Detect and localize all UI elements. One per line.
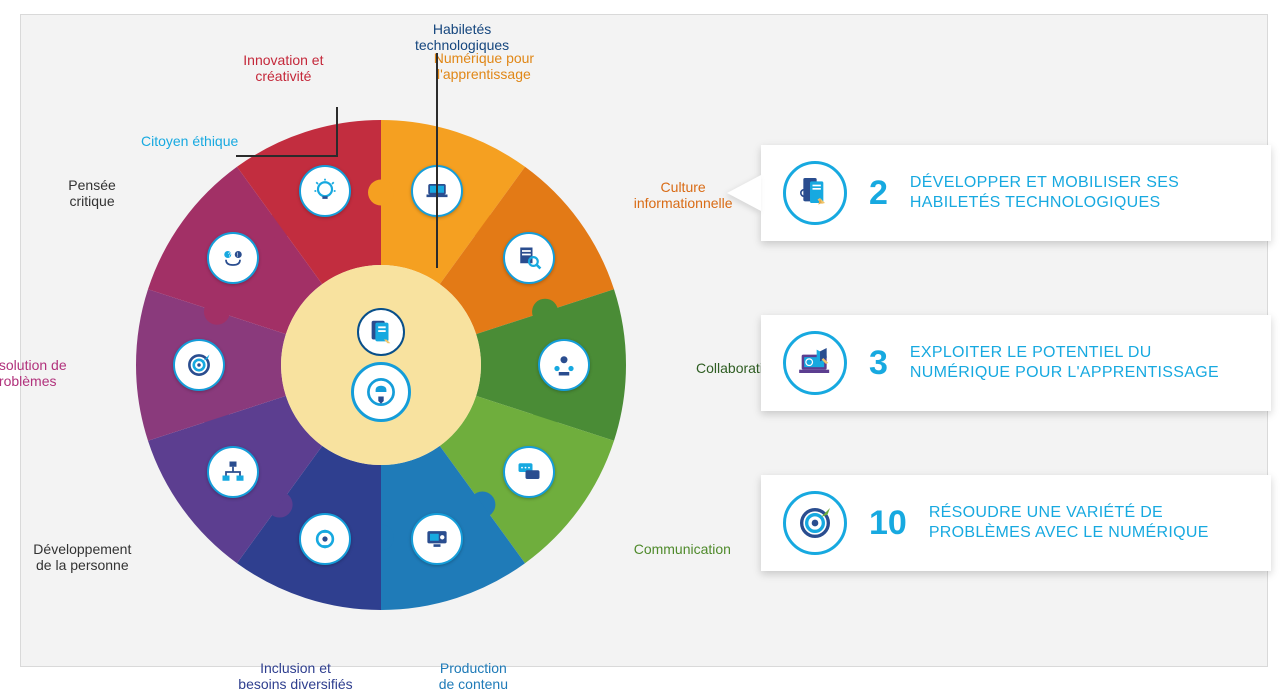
competency-card-10[interactable]: 10 RÉSOUDRE UNE VARIÉTÉ DE PROBLÈMES AVEC… [761, 475, 1271, 571]
callout-line-citoyen-h [236, 155, 338, 157]
center-collaboration-icon [351, 362, 411, 422]
card-icon [783, 161, 847, 225]
card-icon [783, 331, 847, 395]
card-title: EXPLOITER LE POTENTIEL DU NUMÉRIQUE POUR… [910, 343, 1243, 383]
competency-wheel: ?! Numérique pour l'apprentissageCulture… [136, 120, 626, 610]
card-icon [783, 491, 847, 555]
segment-icon-innovation [299, 165, 351, 217]
card-number: 10 [869, 504, 907, 543]
label-citoyen: Citoyen éthique [141, 133, 238, 149]
puzzle-knob [368, 180, 394, 206]
callout-line-citoyen-v [336, 107, 338, 155]
segment-icon-pensee: ?! [207, 232, 259, 284]
card-title: RÉSOUDRE UNE VARIÉTÉ DE PROBLÈMES AVEC L… [929, 503, 1243, 543]
segment-icon-inclusion [299, 513, 351, 565]
segment-label-production: Production de contenu [439, 660, 508, 692]
segment-icon-communication [503, 446, 555, 498]
card-pointer [727, 175, 761, 211]
callout-line-habiletes-v [436, 53, 438, 268]
competency-card-3[interactable]: 3 EXPLOITER LE POTENTIEL DU NUMÉRIQUE POU… [761, 315, 1271, 411]
svg-text:?: ? [228, 252, 232, 259]
segment-icon-culture [503, 232, 555, 284]
background-panel: ?! Numérique pour l'apprentissage Culture… [20, 14, 1268, 667]
segment-icon-production [411, 513, 463, 565]
segment-label-resolution: Résolution de problèmes [0, 357, 67, 389]
segment-label-numerique: Numérique pour l'apprentissage [434, 50, 534, 82]
competency-card-2[interactable]: 2 DÉVELOPPER ET MOBILISER SES HABILETÉS T… [761, 145, 1271, 241]
segment-label-culture: Culture informationnelle [634, 179, 733, 211]
segment-label-innovation: Innovation et créativité [243, 52, 323, 84]
card-title: DÉVELOPPER ET MOBILISER SES HABILETÉS TE… [910, 173, 1243, 213]
segment-icon-collaboration [538, 339, 590, 391]
center-top-icon [357, 308, 405, 356]
card-number: 2 [869, 174, 888, 213]
card-number: 3 [869, 344, 888, 383]
segment-label-pensee: Pensée critique [68, 177, 115, 209]
label-habiletes: Habiletés technologiques [415, 21, 509, 53]
wheel-center [281, 265, 481, 465]
svg-text:!: ! [237, 252, 239, 259]
segment-icon-resolution [173, 339, 225, 391]
segment-label-communication: Communication [634, 541, 731, 557]
segment-label-inclusion: Inclusion et besoins diversifiés [238, 660, 352, 692]
segment-label-developpement: Développement de la personne [33, 541, 131, 573]
